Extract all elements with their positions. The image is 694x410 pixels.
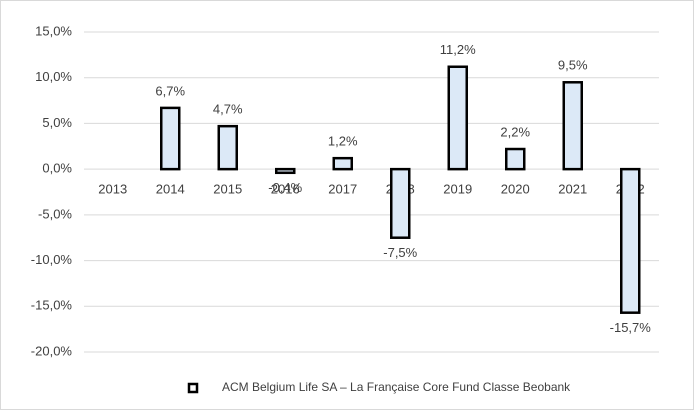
bar	[160, 106, 181, 171]
data-label: 2,2%	[500, 124, 530, 139]
bar	[620, 167, 641, 314]
x-tick-label: 2013	[98, 182, 127, 197]
x-tick-label: 2016	[271, 182, 300, 197]
data-label: 9,5%	[558, 58, 588, 73]
bar	[447, 65, 468, 171]
bar	[562, 81, 583, 171]
x-tick-label: 2017	[328, 182, 357, 197]
y-tick-label: -20,0%	[31, 343, 73, 358]
legend-marker	[187, 382, 199, 394]
y-tick-label: 5,0%	[42, 115, 72, 130]
legend-label: ACM Belgium Life SA – La Française Core …	[222, 380, 571, 394]
x-tick-label: 2021	[558, 182, 587, 197]
bar	[505, 147, 526, 171]
data-label: 4,7%	[213, 102, 243, 117]
y-tick-label: 15,0%	[35, 23, 72, 38]
bar	[217, 124, 238, 171]
y-tick-label: 0,0%	[42, 161, 72, 176]
x-tick-label: 2020	[501, 182, 530, 197]
y-tick-label: -10,0%	[31, 252, 73, 267]
data-label: -0,4%	[268, 180, 302, 195]
bar	[390, 167, 411, 239]
data-label: 11,2%	[440, 42, 476, 57]
bar	[275, 167, 296, 175]
x-tick-label: 2015	[213, 182, 242, 197]
x-tick-label: 2019	[443, 182, 472, 197]
y-tick-label: 10,0%	[35, 69, 72, 84]
bar	[332, 156, 353, 171]
data-label: 6,7%	[155, 83, 185, 98]
x-tick-label: 2014	[156, 182, 185, 197]
data-label: 1,2%	[328, 134, 358, 149]
data-label: -15,7%	[610, 320, 652, 335]
y-tick-label: -15,0%	[31, 298, 73, 313]
data-label: -7,5%	[383, 245, 417, 260]
y-tick-label: -5,0%	[38, 206, 72, 221]
